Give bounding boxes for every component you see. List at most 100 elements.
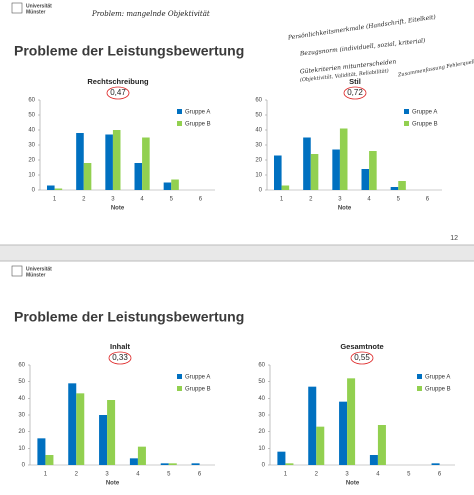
x-tick-label: 3 bbox=[345, 472, 349, 478]
bar bbox=[142, 137, 150, 190]
bar bbox=[47, 185, 55, 190]
legend-label: Gruppe A bbox=[185, 110, 210, 116]
x-axis-label: Note bbox=[111, 206, 125, 212]
bar bbox=[277, 451, 286, 465]
legend-label: Gruppe A bbox=[412, 110, 437, 116]
logo-icon bbox=[11, 2, 23, 14]
bar bbox=[68, 383, 77, 465]
bar bbox=[83, 163, 92, 190]
y-tick-label: 60 bbox=[255, 98, 262, 104]
annotation: Bezugsnorm (individuell, sozial, kriteri… bbox=[299, 37, 427, 57]
y-tick-label: 0 bbox=[22, 463, 26, 469]
legend-swatch bbox=[177, 121, 182, 126]
bar bbox=[45, 455, 54, 465]
legend-swatch bbox=[177, 374, 182, 379]
legend-label: Gruppe A bbox=[425, 375, 450, 381]
bar bbox=[129, 458, 138, 465]
bar bbox=[54, 188, 63, 190]
bar bbox=[369, 455, 378, 465]
y-tick-label: 50 bbox=[255, 113, 262, 119]
subtitle-circle bbox=[108, 351, 132, 365]
annotation: Persönlichkeitsmerkmale (Handschrift, Ei… bbox=[287, 14, 437, 42]
bar bbox=[105, 134, 113, 190]
bar bbox=[281, 185, 290, 190]
x-tick-label: 4 bbox=[140, 197, 144, 203]
y-tick-label: 0 bbox=[262, 463, 266, 469]
legend-swatch bbox=[177, 109, 182, 114]
slide-title: Probleme der Leistungsbewertung bbox=[14, 309, 244, 325]
y-tick-label: 60 bbox=[18, 363, 25, 369]
chart-subtitle: 0,33 bbox=[112, 353, 128, 362]
legend-label: Gruppe B bbox=[185, 122, 211, 128]
bar bbox=[347, 378, 356, 465]
x-tick-label: 6 bbox=[438, 472, 442, 478]
legend-swatch bbox=[417, 374, 422, 379]
chart-title: Inhalt bbox=[110, 342, 131, 351]
logo-text: Münster bbox=[26, 272, 46, 278]
x-axis-label: Note bbox=[346, 481, 360, 487]
x-tick-label: 6 bbox=[426, 197, 430, 203]
x-axis-label: Note bbox=[106, 481, 120, 487]
logo-text: Universität bbox=[26, 3, 52, 9]
bar bbox=[112, 130, 121, 190]
y-tick-label: 40 bbox=[258, 396, 265, 402]
bar bbox=[99, 415, 108, 465]
bar bbox=[171, 179, 179, 190]
logo-text: Universität bbox=[26, 266, 52, 272]
logo-icon bbox=[11, 265, 23, 277]
y-tick-label: 50 bbox=[258, 379, 265, 385]
x-tick-label: 2 bbox=[315, 472, 319, 478]
y-tick-label: 20 bbox=[258, 429, 265, 435]
subtitle-circle bbox=[343, 86, 367, 100]
bar bbox=[37, 438, 46, 465]
chart-title: Gesamtnote bbox=[340, 342, 383, 351]
x-tick-label: 4 bbox=[367, 197, 371, 203]
x-tick-label: 1 bbox=[280, 197, 284, 203]
x-tick-label: 4 bbox=[376, 472, 380, 478]
y-tick-label: 30 bbox=[28, 143, 35, 149]
legend-swatch bbox=[177, 386, 182, 391]
handwritten-note: Problem: mangelnde Objektivität bbox=[91, 10, 210, 18]
x-tick-label: 5 bbox=[170, 197, 174, 203]
x-tick-label: 1 bbox=[44, 472, 48, 478]
x-tick-label: 4 bbox=[136, 472, 140, 478]
y-tick-label: 10 bbox=[18, 446, 25, 452]
bar bbox=[431, 463, 440, 465]
y-tick-label: 30 bbox=[255, 143, 262, 149]
bar bbox=[303, 137, 311, 190]
x-tick-label: 1 bbox=[53, 197, 57, 203]
y-tick-label: 40 bbox=[255, 128, 262, 134]
chart-title: Stil bbox=[349, 77, 361, 86]
x-tick-label: 2 bbox=[309, 197, 313, 203]
x-tick-label: 1 bbox=[284, 472, 288, 478]
y-tick-label: 40 bbox=[18, 396, 25, 402]
bar bbox=[369, 151, 377, 190]
bar bbox=[163, 182, 172, 190]
subtitle-circle bbox=[350, 351, 374, 365]
bar bbox=[339, 401, 348, 465]
legend-label: Gruppe A bbox=[185, 375, 210, 381]
y-tick-label: 20 bbox=[18, 429, 25, 435]
slide-title: Probleme der Leistungsbewertung bbox=[14, 43, 244, 59]
y-tick-label: 0 bbox=[259, 188, 263, 194]
bar bbox=[339, 128, 348, 190]
x-tick-label: 3 bbox=[338, 197, 342, 203]
x-tick-label: 5 bbox=[167, 472, 171, 478]
y-tick-label: 30 bbox=[258, 413, 265, 419]
y-tick-label: 0 bbox=[32, 188, 36, 194]
bar bbox=[308, 386, 317, 465]
logo-text: Münster bbox=[26, 9, 46, 15]
x-tick-label: 3 bbox=[111, 197, 115, 203]
chart-subtitle: 0,47 bbox=[110, 88, 126, 97]
bar bbox=[316, 426, 325, 465]
y-tick-label: 30 bbox=[18, 413, 25, 419]
y-tick-label: 60 bbox=[28, 98, 35, 104]
bar bbox=[274, 155, 282, 190]
bar bbox=[160, 463, 169, 465]
legend-swatch bbox=[404, 109, 409, 114]
x-axis-label: Note bbox=[338, 206, 352, 212]
bar bbox=[398, 181, 406, 190]
x-tick-label: 2 bbox=[82, 197, 86, 203]
